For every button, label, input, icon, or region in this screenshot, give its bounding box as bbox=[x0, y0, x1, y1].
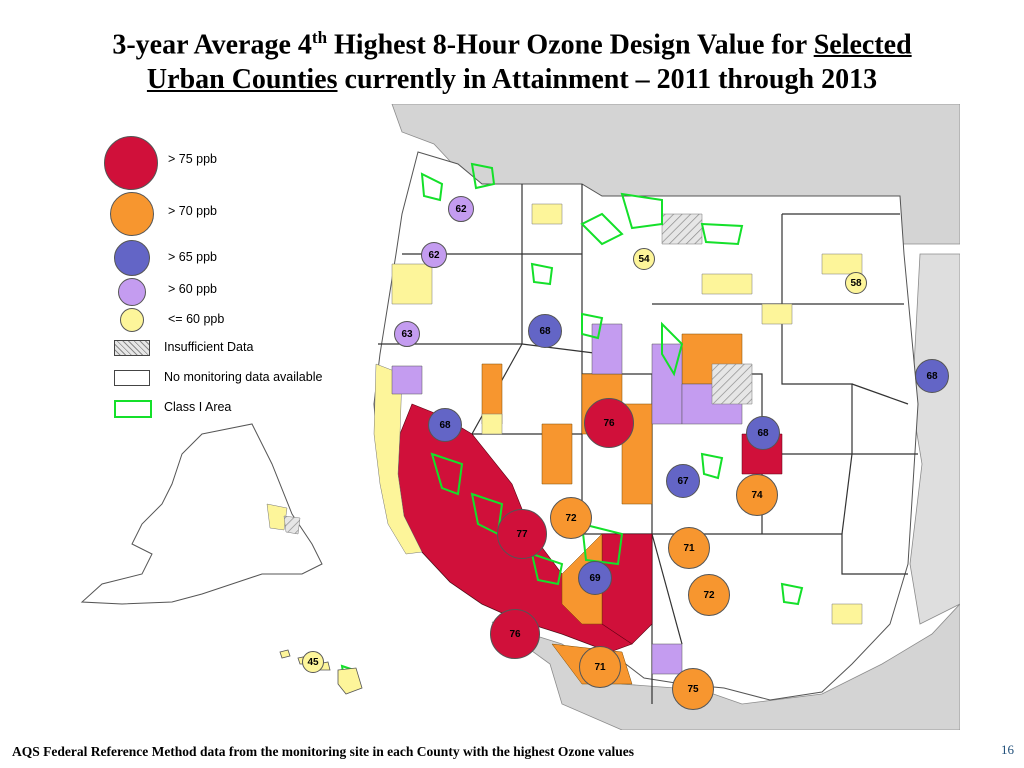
california-coast-yellow bbox=[373, 363, 423, 555]
site-marker: 68 bbox=[428, 408, 462, 442]
legend-swatch-over75 bbox=[104, 136, 158, 190]
legend-swatch-insufficient bbox=[114, 340, 150, 356]
wyoming-hatched bbox=[711, 363, 753, 405]
site-marker: 67 bbox=[666, 464, 700, 498]
title-prefix: 3-year Average 4 bbox=[112, 29, 312, 61]
site-marker: 69 bbox=[578, 561, 612, 595]
mexico-region bbox=[491, 603, 960, 730]
site-marker: 72 bbox=[550, 497, 592, 539]
arizona-red-counties bbox=[601, 533, 653, 645]
new-mexico-purple bbox=[651, 643, 683, 675]
east-states-region bbox=[909, 253, 960, 625]
site-marker: 74 bbox=[736, 474, 778, 516]
slide-title: 3-year Average 4th Highest 8-Hour Ozone … bbox=[0, 20, 1024, 97]
site-marker: 71 bbox=[579, 646, 621, 688]
legend-label-no-data: No monitoring data available bbox=[164, 370, 323, 384]
site-marker: 62 bbox=[421, 242, 447, 268]
site-marker: 62 bbox=[448, 196, 474, 222]
legend-swatch-under60 bbox=[120, 308, 144, 332]
alaska-hatched bbox=[283, 515, 301, 535]
legend-label-under60: <= 60 ppb bbox=[168, 312, 225, 326]
class-i-areas bbox=[250, 162, 804, 682]
legend-swatch-over65 bbox=[114, 240, 150, 276]
alaska-yellow bbox=[266, 503, 288, 531]
footnote: AQS Federal Reference Method data from t… bbox=[12, 744, 634, 759]
title-suffix: currently in Attainment – 2011 through 2… bbox=[337, 64, 878, 96]
site-marker: 68 bbox=[528, 314, 562, 348]
alaska-outline bbox=[80, 423, 323, 605]
legend-label-class1: Class I Area bbox=[164, 400, 232, 414]
page-number: 16 bbox=[1001, 742, 1014, 757]
site-marker: 45 bbox=[302, 651, 324, 673]
nevada-orange-2 bbox=[541, 423, 573, 485]
legend-swatch-over60 bbox=[118, 278, 146, 306]
title-line-2: Urban Counties currently in Attainment –… bbox=[0, 62, 1024, 97]
idaho-purple bbox=[591, 323, 623, 375]
site-marker: 54 bbox=[633, 248, 655, 270]
site-marker: 77 bbox=[497, 509, 547, 559]
legend-swatch-over70 bbox=[110, 192, 154, 236]
title-underlined-urban: Urban Counties bbox=[146, 64, 338, 96]
site-marker: 68 bbox=[915, 359, 949, 393]
site-marker: 76 bbox=[584, 398, 634, 448]
site-marker: 58 bbox=[845, 272, 867, 294]
title-underlined-selected: Selected bbox=[813, 29, 912, 61]
site-marker: 72 bbox=[688, 574, 730, 616]
title-line-1: 3-year Average 4th Highest 8-Hour Ozone … bbox=[0, 20, 1024, 62]
legend-label-over65: > 65 ppb bbox=[168, 250, 218, 264]
title-mid: Highest 8-Hour Ozone Design Value for bbox=[327, 29, 814, 61]
oregon-purple bbox=[391, 365, 423, 395]
legend-label-over75: > 75 ppb bbox=[168, 152, 218, 166]
title-superscript: th bbox=[311, 28, 328, 47]
wyoming-purple bbox=[651, 343, 683, 425]
site-marker: 75 bbox=[672, 668, 714, 710]
site-marker: 71 bbox=[668, 527, 710, 569]
legend-swatch-no-data bbox=[114, 370, 150, 386]
site-marker: 63 bbox=[394, 321, 420, 347]
legend-swatch-class1 bbox=[114, 400, 152, 418]
legend-label-insufficient: Insufficient Data bbox=[164, 340, 254, 354]
site-marker: 68 bbox=[746, 416, 780, 450]
legend-label-over60: > 60 ppb bbox=[168, 282, 218, 296]
site-marker: 76 bbox=[490, 609, 540, 659]
montana-hatched bbox=[661, 213, 703, 245]
legend-label-over70: > 70 ppb bbox=[168, 204, 218, 218]
